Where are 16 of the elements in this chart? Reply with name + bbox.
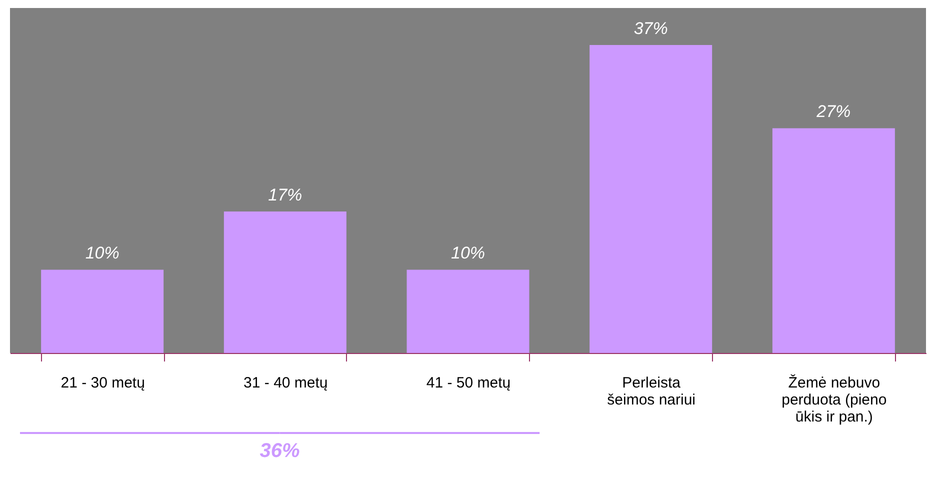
x-tick-label: 31 - 40 metų: [244, 374, 328, 392]
x-tick-label: 41 - 50 metų: [426, 374, 511, 392]
data-label: 27%: [816, 102, 851, 122]
data-label: 17%: [268, 185, 302, 204]
x-tick-label: Žemė nebuvo perduota (pieno ūkis ir pan.): [782, 374, 887, 426]
data-label: 10%: [450, 244, 486, 263]
x-tick-label: Perleista šeimos nariui: [607, 374, 696, 408]
text: 36%: [260, 440, 300, 462]
bar: [406, 270, 530, 353]
data-label: 37%: [634, 18, 668, 38]
data-label: 10%: [85, 244, 120, 263]
bar: [772, 128, 895, 353]
bar: [41, 270, 164, 353]
x-tick-label: 21 - 30 metų: [60, 374, 145, 392]
bar: [590, 44, 712, 353]
bar: [224, 211, 346, 353]
